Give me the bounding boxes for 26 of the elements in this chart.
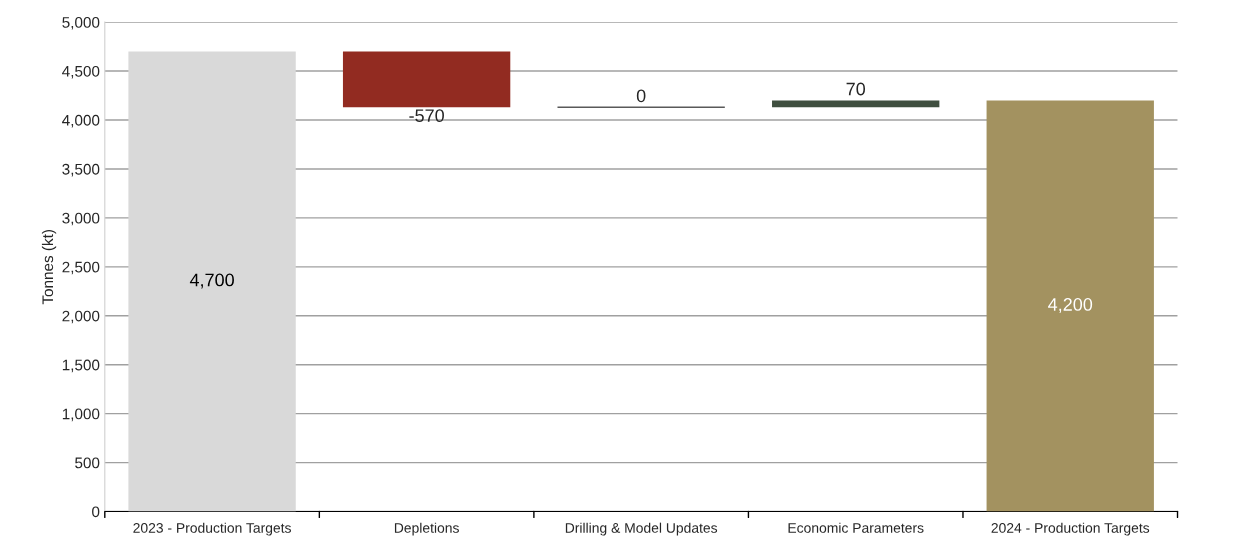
y-tick-label: 2,000 bbox=[62, 310, 100, 324]
x-tick-label: 2023 - Production Targets bbox=[133, 522, 291, 536]
y-tick-label: 3,000 bbox=[62, 212, 100, 226]
data-label: 70 bbox=[846, 82, 866, 96]
data-label: 4,200 bbox=[1048, 298, 1093, 313]
y-tick-label: 4,500 bbox=[62, 65, 100, 79]
y-tick-label: 1,000 bbox=[62, 408, 100, 422]
y-axis-title: Tonnes (kt) bbox=[41, 229, 57, 305]
y-tick-label: 5,000 bbox=[62, 16, 100, 30]
y-tick-label: 3,500 bbox=[62, 163, 100, 177]
bar bbox=[986, 100, 1154, 512]
data-label: -570 bbox=[409, 109, 444, 123]
y-tick-label: 0 bbox=[92, 506, 100, 518]
y-tick-label: 500 bbox=[75, 457, 100, 469]
y-tick-label: 4,000 bbox=[62, 114, 100, 128]
y-tick-label: 2,500 bbox=[62, 261, 100, 275]
bar bbox=[128, 51, 296, 512]
x-tick-label: Depletions bbox=[394, 522, 459, 536]
y-tick-label: 1,500 bbox=[62, 359, 100, 373]
bar bbox=[342, 51, 511, 108]
x-tick-label: 2024 - Production Targets bbox=[991, 522, 1150, 536]
x-tick-label: Drilling & Model Updates bbox=[565, 522, 718, 536]
data-label: 4,700 bbox=[189, 273, 234, 289]
bar bbox=[772, 100, 940, 108]
x-tick-label: Economic Parameters bbox=[788, 522, 924, 533]
data-label: 0 bbox=[636, 89, 646, 103]
